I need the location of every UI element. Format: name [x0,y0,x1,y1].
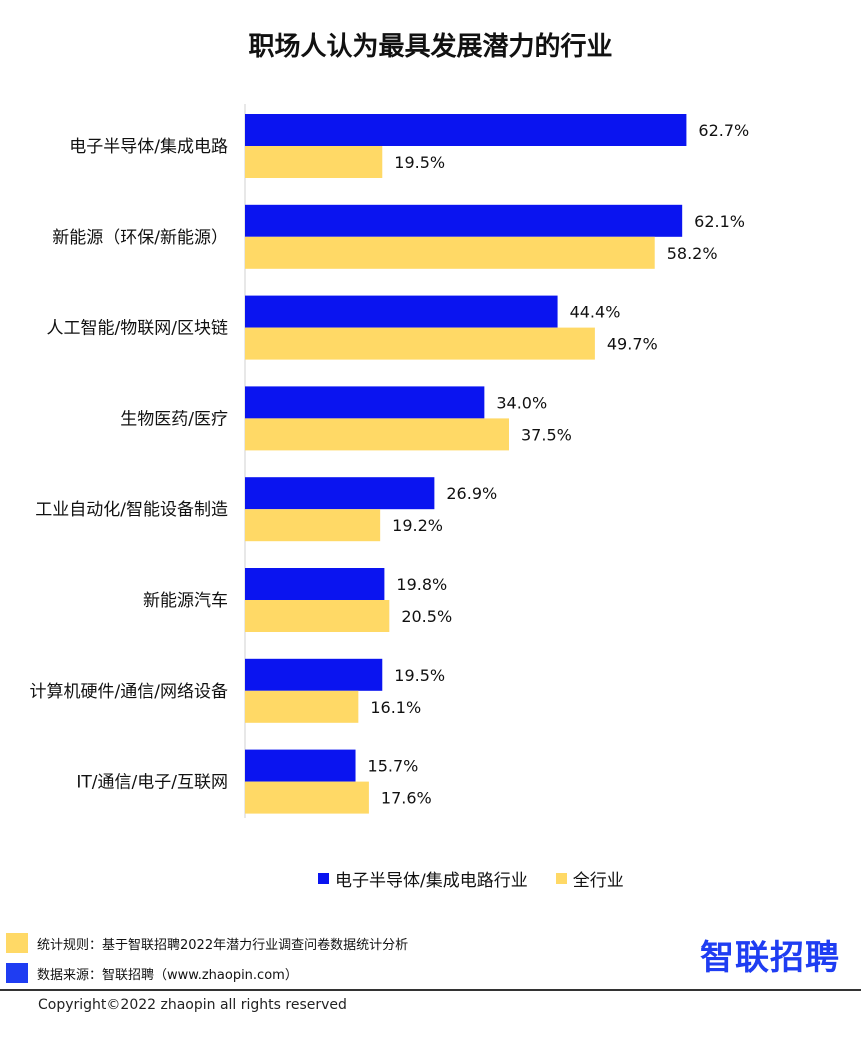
bar-series-2 [245,781,369,814]
data-label-series-1: 62.7% [698,121,749,140]
bar-series-2 [245,236,655,269]
chart-title: 职场人认为最具发展潜力的行业 [248,32,613,62]
bar-series-2 [245,509,381,542]
data-label-series-1: 19.8% [396,575,447,594]
bar-series-2 [245,327,595,360]
data-label-series-2: 20.5% [401,607,452,626]
bar-series-2 [245,690,359,723]
legend-label-series-1: 电子半导体/集成电路行业 [335,871,528,891]
bar-series-2 [245,600,390,632]
data-label-series-2: 37.5% [521,425,572,444]
bar-series-1 [245,295,558,328]
data-label-series-1: 62.1% [694,212,745,231]
note-rule-marker [6,933,28,953]
legend-swatch-series-1 [318,873,329,884]
data-label-series-2: 16.1% [370,698,421,717]
data-label-series-1: 26.9% [446,484,497,503]
bar-chart: 电子半导体/集成电路 62.7% 19.5% 新能源（环保/新能源） 62.1% 58.2… [30,104,749,818]
bar-series-1 [245,477,435,510]
data-label-series-2: 19.5% [394,153,445,172]
data-label-series-1: 19.5% [394,666,445,685]
category-label: 人工智能/物联网/区块链 [47,319,228,339]
data-label-series-2: 17.6% [381,789,432,808]
note-rule-text: 统计规则：基于智联招聘2022年潜力行业调查问卷数据统计分析 [37,937,409,953]
legend: 电子半导体/集成电路行业 全行业 [318,866,652,891]
data-label-series-1: 15.7% [368,757,419,776]
notes: 统计规则：基于智联招聘2022年潜力行业调查问卷数据统计分析 数据来源：智联招聘… [6,928,408,988]
category-label: 新能源汽车 [143,591,228,611]
category-label: 工业自动化/智能设备制造 [35,500,228,520]
bar-series-2 [245,146,383,178]
data-label-series-1: 44.4% [570,303,621,322]
bar-series-1 [245,386,485,419]
note-source-marker [6,963,28,983]
bar-series-2 [245,418,509,451]
footer-divider [0,989,861,991]
category-label: 电子半导体/集成电路 [69,137,228,157]
note-rule: 统计规则：基于智联招聘2022年潜力行业调查问卷数据统计分析 [6,928,408,958]
category-label: 生物医药/医疗 [120,409,228,429]
bar-series-1 [245,568,385,600]
bar-series-1 [245,658,383,691]
data-label-series-1: 34.0% [496,393,547,412]
legend-label-series-2: 全行业 [572,871,624,891]
bar-series-1 [245,204,683,237]
bar-series-1 [245,114,687,146]
data-label-series-2: 19.2% [392,516,443,535]
category-label: 计算机硬件/通信/网络设备 [30,682,228,702]
legend-item-series-2: 全行业 [555,866,624,891]
copyright-text: Copyright©2022 zhaopin all rights reserv… [38,997,347,1013]
legend-item-series-1: 电子半导体/集成电路行业 [318,866,528,891]
legend-swatch-series-2 [555,873,567,884]
category-label: IT/通信/电子/互联网 [76,773,228,793]
zhaopin-logo: 智联招聘 [700,938,840,978]
note-source-text: 数据来源：智联招聘（www.zhaopin.com） [37,967,298,983]
category-label: 新能源（环保/新能源） [52,228,228,248]
data-label-series-2: 58.2% [667,244,718,263]
note-source: 数据来源：智联招聘（www.zhaopin.com） [6,958,408,988]
bar-series-1 [245,749,356,782]
data-label-series-2: 49.7% [607,335,658,354]
